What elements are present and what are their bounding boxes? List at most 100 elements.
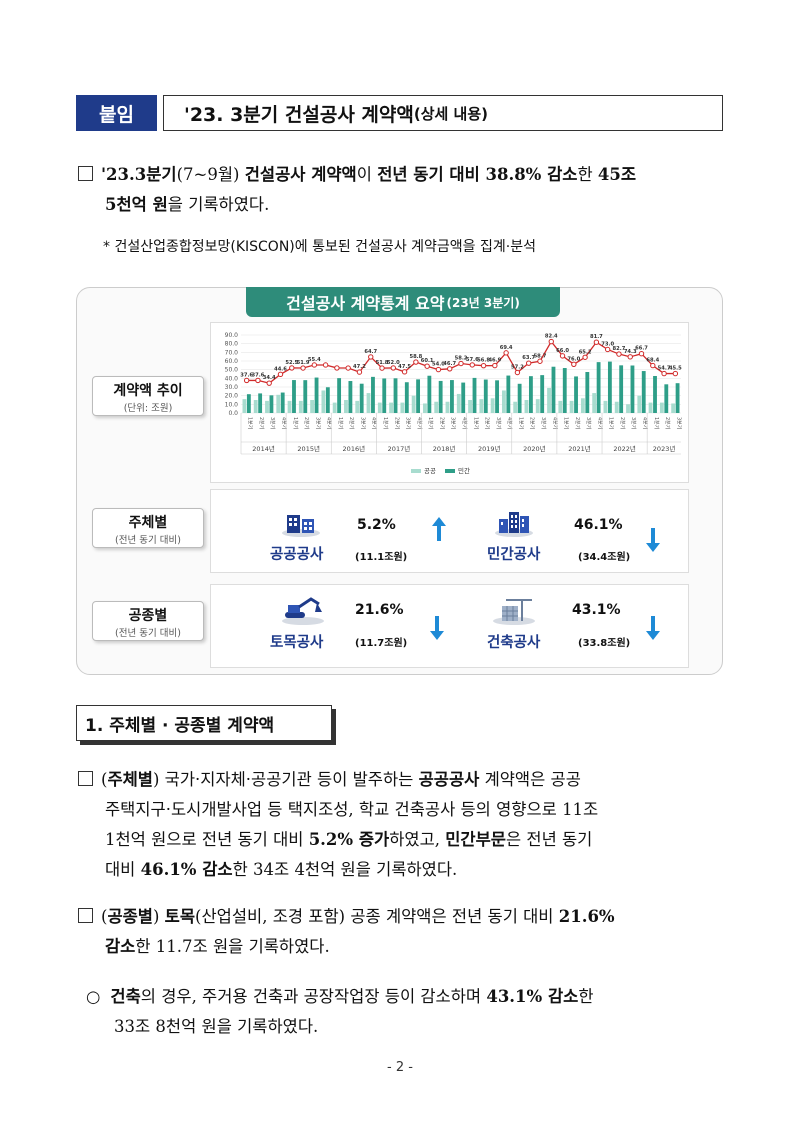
bar-private [562, 368, 567, 413]
x-tick-label: 4분기 [642, 417, 649, 429]
source-note: * 건설산업종합정보망(KISCON)에 통보된 건설공사 계약금액을 집계·분… [103, 239, 536, 255]
year-label: 2022년 [613, 444, 636, 453]
building-paragraph: ○ 건축의 경우, 주거용 건축과 공장작업장 등이 감소하며 43.1% 감소한… [86, 982, 736, 1042]
bar-public [400, 402, 405, 413]
bar-public [592, 393, 597, 413]
x-tick-label: 1분기 [653, 417, 660, 429]
point-label: 51.8 [376, 360, 389, 366]
x-tick-label: 1분기 [247, 417, 254, 429]
bar-public [490, 398, 495, 413]
y-tick-label: 40.0 [225, 375, 239, 382]
page-title-suffix: (상세 내용) [413, 104, 489, 123]
x-tick-label: 1분기 [608, 417, 615, 429]
x-tick-label: 4분기 [506, 417, 513, 429]
section-title: 1. 주체별 · 공종별 계약액 [76, 705, 332, 741]
point-label: 55.4 [308, 357, 321, 363]
y-tick-label: 30.0 [225, 384, 239, 391]
bar-private [325, 387, 330, 413]
total-point [401, 369, 408, 375]
text: 의 경우, 주거용 건축과 공장작업장 등이 감소하며 [140, 987, 487, 1006]
bar-private [517, 383, 522, 413]
y-tick-label: 20.0 [225, 393, 239, 400]
total-point [672, 370, 679, 377]
x-tick-label: 2분기 [484, 417, 491, 429]
point-label: 73.0 [601, 341, 614, 347]
public-label: 공공공사 [270, 547, 324, 563]
y-tick-label: 90.0 [225, 332, 239, 339]
intro-quarter: '23.3분기 [101, 165, 177, 184]
total-point [559, 353, 566, 359]
x-tick-label: 3분기 [585, 417, 592, 429]
bar-private [630, 365, 635, 413]
text: 1천억 원으로 전년 동기 대비 [105, 830, 309, 849]
bar-private [246, 394, 251, 413]
bar-private [382, 378, 387, 413]
text: 계약액은 공공 [479, 770, 581, 789]
x-tick-label: 2분기 [258, 417, 265, 429]
text: 한 11.7조 원을 기록하였다. [135, 937, 330, 956]
x-tick-label: 1분기 [382, 417, 389, 429]
arrow-down-icon [646, 528, 660, 552]
bar-private [337, 378, 342, 413]
bar-public [276, 394, 281, 413]
point-label: 37.6 [240, 372, 253, 378]
text: 민간부문 [445, 830, 506, 849]
trend-label-box: 계약액 추이 (단위: 조원) [92, 376, 204, 416]
type-row [210, 584, 689, 668]
bar-private [461, 382, 466, 413]
bar-public [456, 393, 461, 413]
bar-public [423, 403, 427, 413]
bar-private [371, 376, 375, 413]
building-amount: (33.8조원) [578, 638, 631, 649]
text: 한 34조 4천억 원을 기록하였다. [232, 860, 458, 879]
total-point [661, 370, 667, 377]
bar-private [416, 379, 421, 413]
bar-public [569, 400, 574, 413]
bar-public [479, 399, 484, 413]
text: 공종별 [107, 907, 153, 926]
page-title: '23. 3분기 건설공사 계약액 (상세 내용) [163, 95, 723, 131]
x-tick-label: 1분기 [517, 417, 524, 429]
bar-public [411, 395, 416, 413]
point-label: 82.7 [613, 346, 626, 352]
y-tick-label: 50.0 [225, 367, 239, 374]
x-tick-label: 3분기 [675, 417, 682, 429]
text: 21.6% [558, 907, 615, 926]
bar-private [280, 392, 285, 413]
text: 대비 [105, 860, 141, 879]
text: ( [101, 907, 108, 926]
intro-text: 을 기록하였다. [167, 195, 270, 214]
y-tick-label: 0.0 [228, 410, 238, 417]
bar-public [671, 403, 676, 413]
total-point [289, 365, 295, 371]
total-point [514, 369, 521, 376]
bar-public [501, 390, 506, 413]
bar-private [585, 372, 590, 413]
bar-private [314, 377, 319, 413]
bar-public [524, 400, 529, 413]
type-paragraph: (공종별) 토목(산업설비, 조경 포함) 공종 계약액은 전년 동기 대비 2… [78, 902, 728, 962]
bar-public [659, 402, 664, 413]
bar-public [434, 401, 439, 413]
bar-private [348, 381, 353, 413]
bar-public [377, 402, 382, 413]
x-tick-label: 4분기 [280, 417, 287, 429]
x-tick-label: 1분기 [472, 417, 479, 429]
text: 토목 [164, 907, 196, 926]
bar-private [664, 384, 669, 413]
x-tick-label: 2분기 [348, 417, 355, 429]
circle-bullet: ○ [86, 987, 101, 1006]
arrow-down-icon [646, 616, 660, 640]
bar-public [321, 390, 326, 413]
x-tick-label: 3분기 [269, 417, 276, 429]
private-label: 민간공사 [487, 547, 541, 563]
bar-private [258, 393, 263, 413]
total-point [243, 377, 250, 384]
x-tick-label: 1분기 [292, 417, 299, 429]
intro-change: 전년 동기 대비 38.8% 감소 [377, 165, 578, 184]
year-label: 2015년 [297, 444, 320, 453]
legend-swatch-private [445, 469, 455, 473]
y-tick-label: 10.0 [225, 401, 239, 408]
total-point [638, 351, 645, 357]
trend-chart: 90.0 80.070.0 60.0 50.040.0 30.0 20.010.0 0.0 1… [225, 332, 683, 475]
